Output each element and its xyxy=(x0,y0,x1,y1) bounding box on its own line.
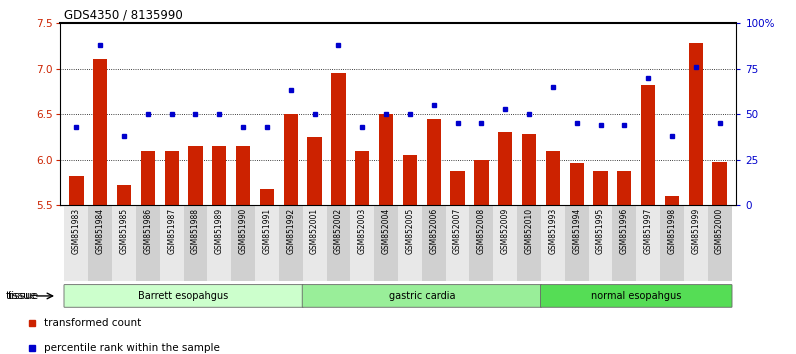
Bar xyxy=(498,132,513,354)
Bar xyxy=(636,205,660,281)
Bar xyxy=(398,205,422,281)
Text: gastric cardia: gastric cardia xyxy=(388,291,455,301)
Bar xyxy=(374,205,398,281)
Text: GSM851993: GSM851993 xyxy=(548,207,557,254)
Bar xyxy=(612,205,636,281)
Text: transformed count: transformed count xyxy=(44,318,141,328)
Text: GSM851999: GSM851999 xyxy=(691,207,700,254)
Text: GSM851988: GSM851988 xyxy=(191,207,200,253)
Bar xyxy=(712,161,727,354)
Bar xyxy=(259,189,274,354)
Text: GSM852007: GSM852007 xyxy=(453,207,462,254)
Bar xyxy=(689,43,703,354)
FancyBboxPatch shape xyxy=(540,285,732,307)
Text: GDS4350 / 8135990: GDS4350 / 8135990 xyxy=(64,9,182,22)
Bar xyxy=(665,196,679,354)
Text: GSM851991: GSM851991 xyxy=(263,207,271,254)
Text: GSM851984: GSM851984 xyxy=(96,207,105,254)
Bar xyxy=(213,146,227,354)
Bar xyxy=(593,171,607,354)
Bar xyxy=(684,205,708,281)
Bar xyxy=(569,164,583,354)
Text: GSM851992: GSM851992 xyxy=(287,207,295,254)
Bar xyxy=(446,205,470,281)
Text: GSM852000: GSM852000 xyxy=(715,207,724,254)
Text: GSM852006: GSM852006 xyxy=(429,207,439,254)
Bar xyxy=(279,205,302,281)
Bar xyxy=(451,171,465,354)
Bar xyxy=(189,146,203,354)
Text: tissue: tissue xyxy=(6,291,37,301)
Bar xyxy=(427,119,441,354)
Bar xyxy=(474,160,489,354)
Bar xyxy=(236,146,250,354)
Bar xyxy=(617,171,631,354)
Text: GSM851987: GSM851987 xyxy=(167,207,176,254)
Bar xyxy=(231,205,255,281)
Text: GSM851995: GSM851995 xyxy=(596,207,605,254)
Bar xyxy=(64,205,88,281)
Text: normal esopahgus: normal esopahgus xyxy=(591,291,681,301)
Text: GSM851998: GSM851998 xyxy=(668,207,677,254)
FancyBboxPatch shape xyxy=(64,285,303,307)
Bar xyxy=(588,205,612,281)
Bar xyxy=(283,114,298,354)
Text: GSM851990: GSM851990 xyxy=(239,207,248,254)
Text: GSM851994: GSM851994 xyxy=(572,207,581,254)
Bar xyxy=(641,85,655,354)
Text: GSM852005: GSM852005 xyxy=(405,207,415,254)
Text: GSM851986: GSM851986 xyxy=(143,207,152,254)
Bar xyxy=(112,205,136,281)
Bar xyxy=(255,205,279,281)
Bar xyxy=(403,155,417,354)
Bar xyxy=(69,176,84,354)
Bar xyxy=(379,114,393,354)
Bar xyxy=(88,205,112,281)
Bar xyxy=(117,185,131,354)
Text: GSM851996: GSM851996 xyxy=(620,207,629,254)
Text: GSM852002: GSM852002 xyxy=(334,207,343,254)
Bar xyxy=(160,205,184,281)
Bar xyxy=(470,205,494,281)
Bar xyxy=(522,134,537,354)
Text: Barrett esopahgus: Barrett esopahgus xyxy=(139,291,228,301)
Bar xyxy=(708,205,732,281)
Bar xyxy=(565,205,588,281)
Text: GSM852001: GSM852001 xyxy=(310,207,319,254)
Text: GSM851997: GSM851997 xyxy=(644,207,653,254)
Bar xyxy=(494,205,517,281)
Text: percentile rank within the sample: percentile rank within the sample xyxy=(44,343,220,353)
Bar xyxy=(302,205,326,281)
Bar xyxy=(355,151,369,354)
Text: GSM852010: GSM852010 xyxy=(525,207,533,254)
Bar xyxy=(350,205,374,281)
Text: GSM852009: GSM852009 xyxy=(501,207,509,254)
Bar xyxy=(136,205,160,281)
Bar xyxy=(307,137,322,354)
Text: tissue: tissue xyxy=(8,291,39,301)
Text: GSM852008: GSM852008 xyxy=(477,207,486,254)
FancyBboxPatch shape xyxy=(302,285,541,307)
Bar xyxy=(422,205,446,281)
Bar xyxy=(184,205,208,281)
Bar xyxy=(165,151,179,354)
Bar xyxy=(541,205,565,281)
Bar xyxy=(93,59,107,354)
Bar xyxy=(660,205,684,281)
Text: GSM851985: GSM851985 xyxy=(119,207,128,254)
Bar xyxy=(331,73,345,354)
Bar xyxy=(208,205,231,281)
Bar xyxy=(546,151,560,354)
Bar xyxy=(517,205,541,281)
Text: GSM852004: GSM852004 xyxy=(381,207,391,254)
Bar xyxy=(141,151,155,354)
Text: GSM851989: GSM851989 xyxy=(215,207,224,254)
Text: GSM852003: GSM852003 xyxy=(357,207,367,254)
Text: GSM851983: GSM851983 xyxy=(72,207,81,254)
Bar xyxy=(326,205,350,281)
